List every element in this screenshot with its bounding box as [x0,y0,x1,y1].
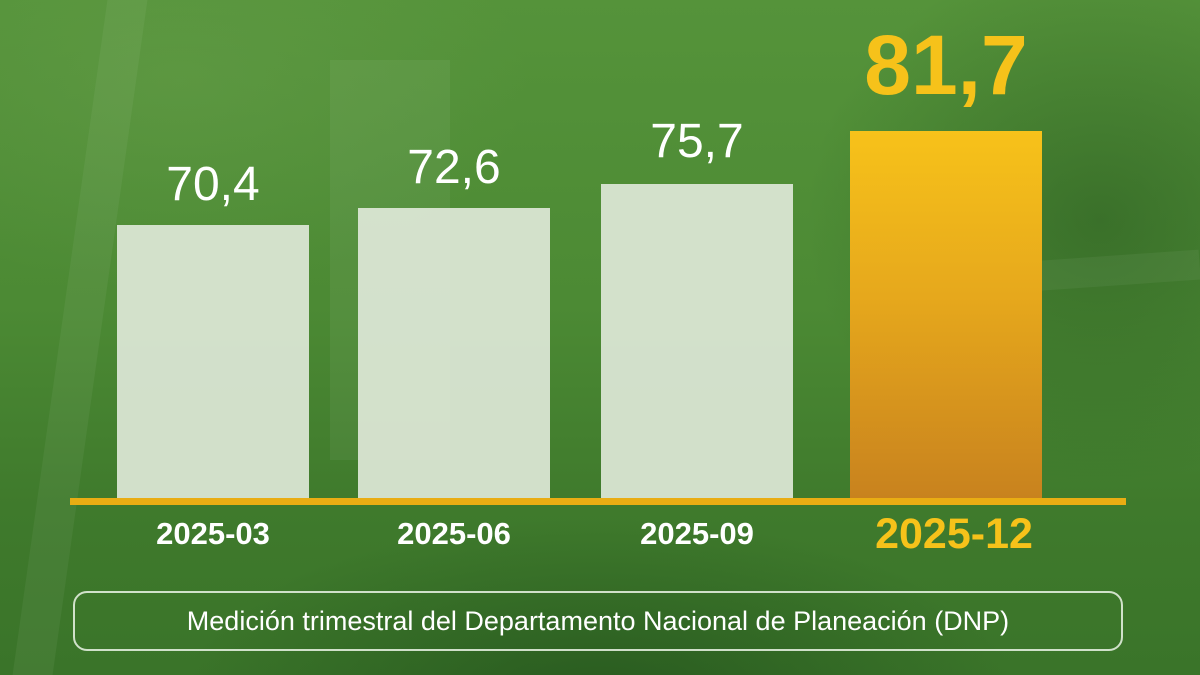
bar-value-label: 70,4 [166,158,260,211]
x-axis-label-highlight: 2025-12 [875,510,1033,558]
source-note-text: Medición trimestral del Departamento Nac… [186,605,1010,636]
x-axis-label: 2025-06 [397,516,511,551]
bar-2025-06 [358,208,550,499]
bar-value-label-highlight: 81,7 [864,18,1028,112]
bar-2025-09 [601,184,793,499]
x-axis-label: 2025-09 [640,516,754,551]
source-note: Medición trimestral del Departamento Nac… [73,591,1123,651]
bar-value-label: 75,7 [650,115,744,168]
x-axis-label: 2025-03 [156,516,270,551]
bar-2025-03 [117,225,309,499]
bar-value-label: 72,6 [407,141,501,194]
x-axis-baseline [70,498,1126,505]
bar-2025-12 [850,131,1042,499]
